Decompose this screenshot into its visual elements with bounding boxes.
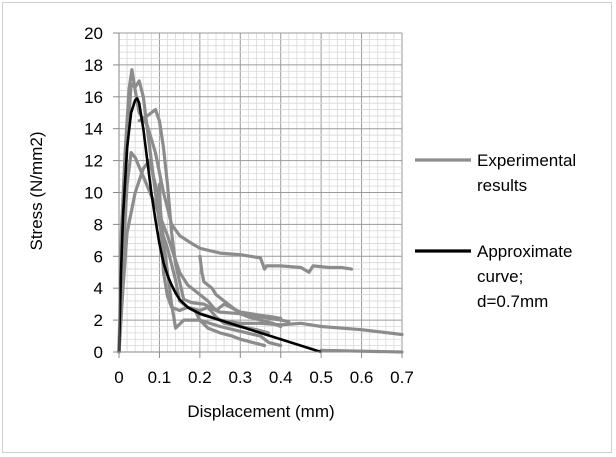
x-tick-label: 0.3 (228, 368, 252, 387)
x-tick-label: 0 (114, 368, 123, 387)
y-axis-title: Stress (N/mm2) (27, 132, 46, 251)
approximate-curve (117, 97, 322, 354)
legend: Experimental results Approximate curve; d=0.… (415, 151, 576, 311)
y-tick-label: 0 (94, 343, 103, 362)
y-tick-label: 10 (84, 184, 103, 203)
legend-label-approximate: curve; (477, 267, 523, 286)
y-tick-label: 14 (84, 120, 103, 139)
legend-label-experimental: results (477, 176, 527, 195)
x-axis-title: Displacement (mm) (187, 402, 334, 421)
x-tick-label: 0.1 (148, 368, 172, 387)
y-tick-label: 12 (84, 152, 103, 171)
experimental-curve (117, 79, 404, 354)
experimental-curve (137, 108, 283, 321)
x-tick-label: 0.7 (390, 368, 414, 387)
y-tick-label: 20 (84, 24, 103, 43)
grid (118, 32, 403, 353)
legend-label-experimental: Experimental (477, 151, 576, 170)
legend-label-approximate: Approximate (477, 242, 572, 261)
y-tick-label: 2 (94, 311, 103, 330)
y-tick-label: 6 (94, 247, 103, 266)
axes: 0 2 4 6 8 10 12 14 16 18 20 0 0.1 0.2 0.3 0.4 0.5 0.6 0.7 (84, 24, 414, 387)
y-tick-label: 16 (84, 88, 103, 107)
x-tick-label: 0.6 (350, 368, 374, 387)
experimental-curve (194, 310, 267, 348)
y-tick-label: 18 (84, 56, 103, 75)
series-layer (117, 68, 404, 354)
x-tick-label: 0.5 (309, 368, 333, 387)
experimental-curve (198, 254, 283, 329)
y-tick-label: 4 (94, 279, 103, 298)
x-tick-label: 0.4 (269, 368, 293, 387)
y-tick-label: 8 (94, 215, 103, 234)
chart-frame: 0 2 4 6 8 10 12 14 16 18 20 0 0.1 0.2 0.3 0.4 0.5 0.6 0.7 … (2, 2, 612, 453)
x-tick-label: 0.2 (188, 368, 212, 387)
legend-label-approximate: d=0.7mm (477, 292, 548, 311)
experimental-curve (117, 68, 354, 354)
